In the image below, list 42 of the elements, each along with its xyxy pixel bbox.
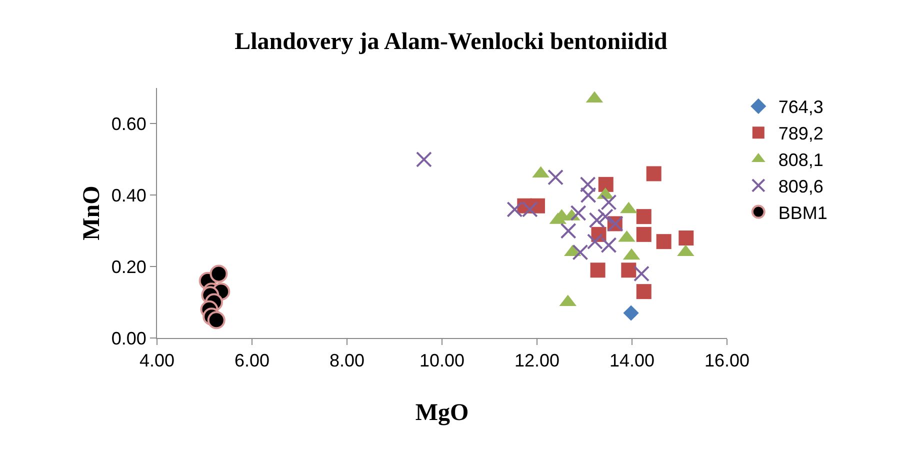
point [598,176,614,192]
chart-title: Llandovery ja Alam-Wenlocki bentoniidid [234,28,668,55]
point [560,222,576,239]
point [210,264,228,283]
point [590,262,606,278]
y-tick-label: 0.20 [111,256,146,277]
x-tick-label: 6.00 [234,350,270,371]
point [580,176,596,192]
legend-label: 808,1 [778,150,824,170]
y-tick-label: 0.60 [111,114,146,134]
point [621,262,636,278]
x-tick-label: 14.00 [609,350,655,371]
x-tick-label: 16.00 [704,350,750,371]
legend-label: BBM1 [778,202,828,223]
point [570,205,586,221]
point [646,166,662,182]
point [636,284,652,300]
point [597,208,614,225]
point [572,244,588,260]
point [600,194,617,210]
x-tick-label: 12.00 [514,350,560,371]
x-tick-label: 8.00 [329,350,365,371]
y-axis-title: MnO [79,186,105,240]
point [416,151,432,168]
point [207,311,226,330]
legend-label: 789,2 [778,124,824,144]
point [636,209,652,224]
y-tick-label: 0.40 [111,185,146,206]
point [656,234,672,250]
x-tick-label: 4.00 [139,350,175,371]
x-axis-title: MgO [415,400,469,426]
point [678,230,694,246]
x-tick-label: 10.00 [419,350,465,371]
point [580,187,596,204]
y-tick-label: 0.00 [111,328,146,348]
point [588,212,605,228]
legend-label: 764,3 [778,97,824,118]
point [636,226,652,242]
point [634,266,650,282]
point [623,305,639,321]
legend-label: 809,6 [778,176,824,196]
point [548,169,564,186]
